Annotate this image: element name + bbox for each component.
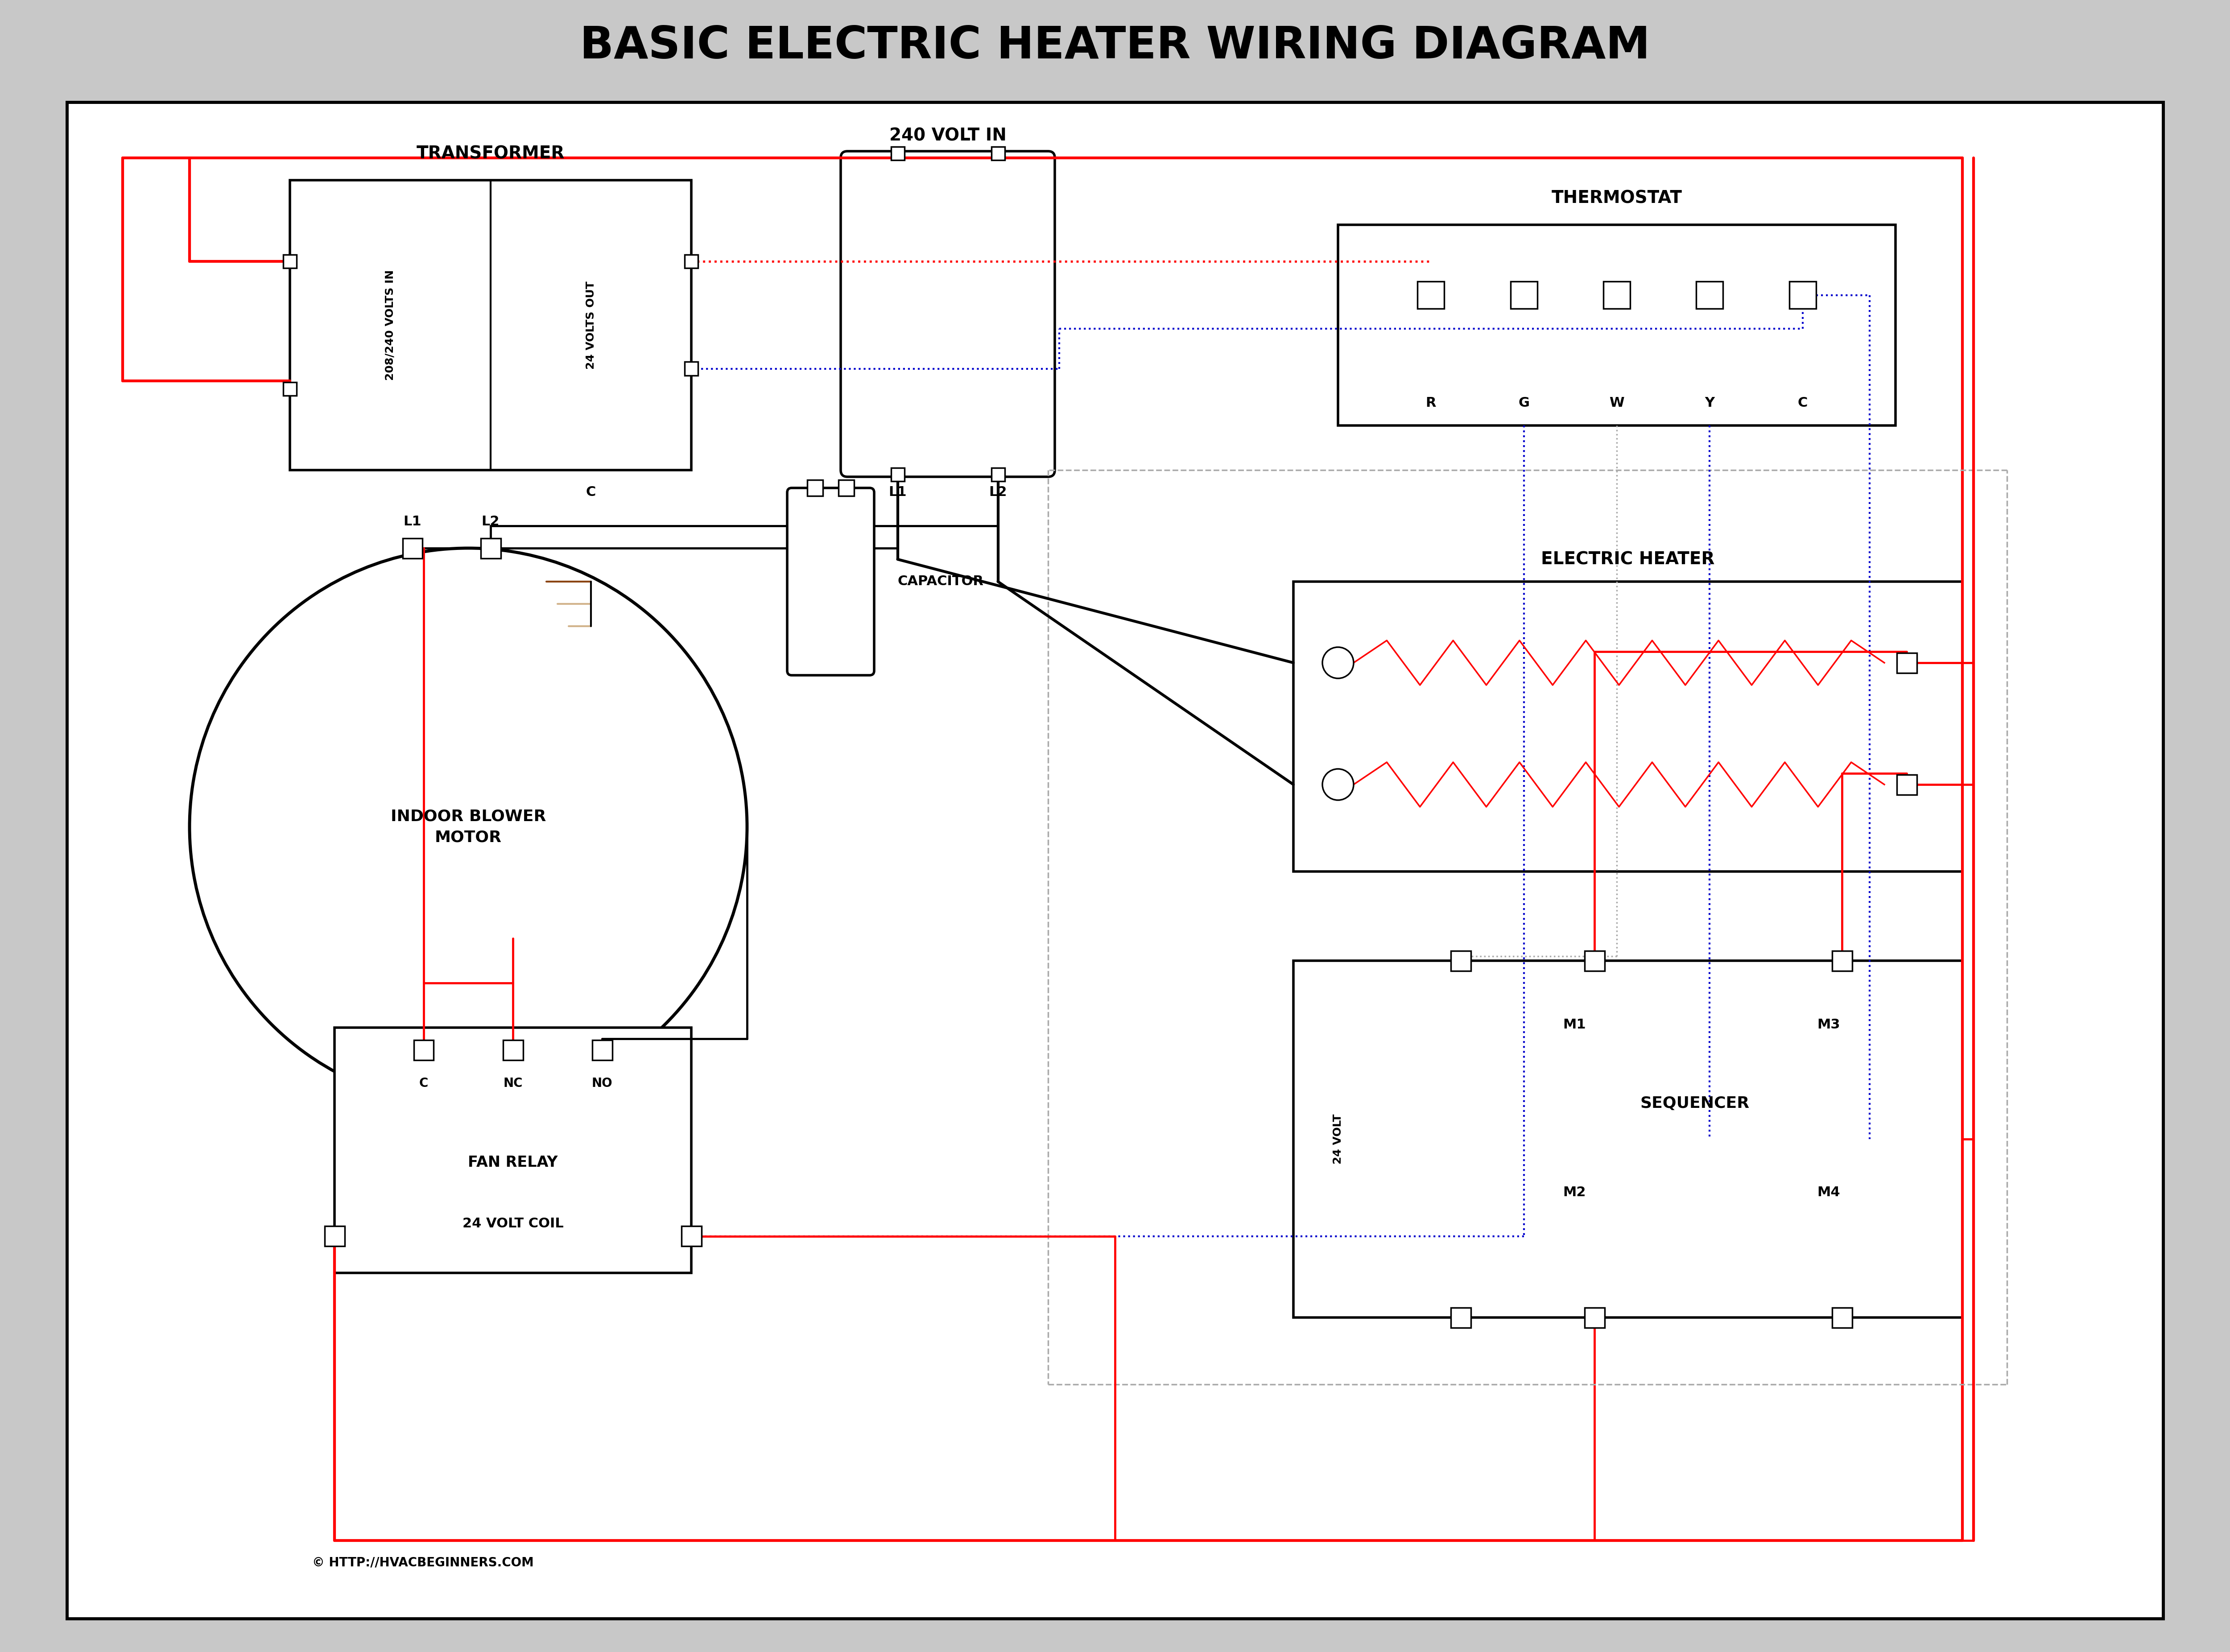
Text: C: C [586, 486, 595, 499]
Text: INDOOR BLOWER
MOTOR: INDOOR BLOWER MOTOR [390, 809, 546, 846]
Text: SEQUENCER: SEQUENCER [1639, 1095, 1751, 1112]
Text: L1: L1 [888, 486, 908, 499]
Bar [334, 1028, 691, 1274]
Text: C: C [419, 1077, 428, 1090]
Bar [1338, 225, 1896, 426]
Bar [482, 539, 500, 558]
Bar [1697, 281, 1724, 309]
Text: ELECTRIC HEATER: ELECTRIC HEATER [1541, 550, 1715, 568]
Text: C: C [1797, 396, 1809, 410]
FancyBboxPatch shape [787, 487, 874, 676]
Bar [283, 382, 297, 395]
Text: L2: L2 [482, 515, 500, 529]
Text: R: R [1425, 396, 1436, 410]
Bar [1833, 1307, 1851, 1328]
Bar [1788, 281, 1815, 309]
Text: THERMOSTAT: THERMOSTAT [1552, 190, 1681, 206]
Bar [1510, 281, 1536, 309]
Bar [1583, 950, 1606, 971]
Text: W: W [1610, 396, 1623, 410]
Bar [1583, 1307, 1606, 1328]
Text: Y: Y [1704, 396, 1715, 410]
Bar [1293, 961, 1962, 1318]
Text: M2: M2 [1563, 1186, 1586, 1199]
Text: 24 VOLT COIL: 24 VOLT COIL [462, 1218, 564, 1231]
Bar [892, 468, 905, 481]
Text: M4: M4 [1817, 1186, 1840, 1199]
Text: FAN RELAY: FAN RELAY [468, 1155, 558, 1170]
Bar [1833, 950, 1851, 971]
Bar [326, 1226, 343, 1246]
Text: NO: NO [591, 1077, 613, 1090]
Bar [283, 254, 297, 268]
Text: L2: L2 [988, 486, 1008, 499]
Text: © HTTP://HVACBEGINNERS.COM: © HTTP://HVACBEGINNERS.COM [312, 1556, 533, 1569]
Bar [685, 362, 698, 375]
Text: L1: L1 [404, 515, 421, 529]
Bar [892, 147, 905, 160]
Text: 24 VOLT: 24 VOLT [1334, 1113, 1342, 1165]
Bar [685, 254, 698, 268]
Text: M1: M1 [1563, 1018, 1586, 1031]
Bar [1452, 950, 1472, 971]
Text: 208/240 VOLTS IN: 208/240 VOLTS IN [386, 269, 395, 380]
Bar [1603, 281, 1630, 309]
Circle shape [1322, 768, 1354, 800]
Bar [1896, 775, 1918, 795]
FancyBboxPatch shape [841, 152, 1055, 477]
Text: TRANSFORMER: TRANSFORMER [417, 145, 564, 162]
Bar [1293, 582, 1962, 872]
Bar [504, 1039, 522, 1061]
Text: G: G [1519, 396, 1530, 410]
Bar [838, 481, 854, 496]
Circle shape [190, 548, 747, 1105]
Bar [290, 180, 691, 471]
Bar [404, 539, 421, 558]
Bar [415, 1039, 433, 1061]
Bar [807, 481, 823, 496]
Text: 240 VOLT IN: 240 VOLT IN [890, 127, 1006, 144]
Bar [1452, 1307, 1472, 1328]
Text: BASIC ELECTRIC HEATER WIRING DIAGRAM: BASIC ELECTRIC HEATER WIRING DIAGRAM [580, 25, 1650, 68]
Bar [990, 468, 1004, 481]
Text: 24 VOLTS OUT: 24 VOLTS OUT [586, 281, 595, 368]
Text: M3: M3 [1817, 1018, 1840, 1031]
Text: NC: NC [504, 1077, 522, 1090]
Bar [1418, 281, 1445, 309]
Circle shape [1322, 648, 1354, 679]
Bar [593, 1039, 611, 1061]
Text: CAPACITOR: CAPACITOR [896, 575, 983, 588]
Bar [682, 1226, 700, 1246]
Bar [1896, 653, 1918, 672]
Bar [990, 147, 1004, 160]
